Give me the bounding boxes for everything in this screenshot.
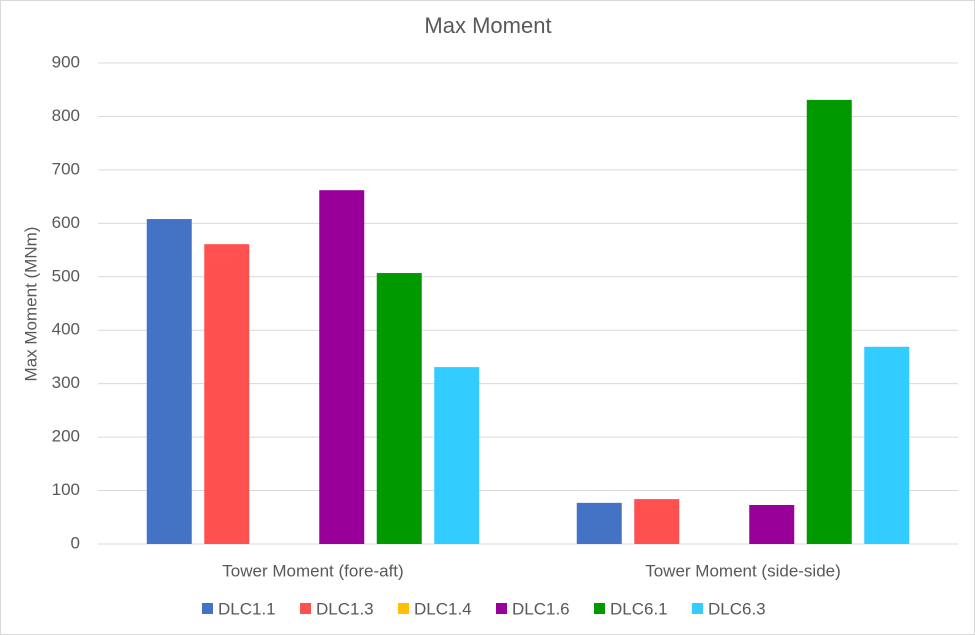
- bar: [204, 244, 250, 544]
- legend-label: DLC6.1: [610, 599, 668, 618]
- x-tick-label: Tower Moment (side-side): [645, 561, 841, 580]
- bar: [576, 502, 622, 544]
- legend-swatch: [496, 603, 507, 614]
- legend-swatch: [300, 603, 311, 614]
- y-tick-label: 400: [52, 320, 80, 339]
- y-axis-label: Max Moment (MNm): [21, 227, 40, 382]
- y-tick-label: 700: [52, 159, 80, 178]
- bar: [319, 190, 365, 544]
- y-tick-label: 100: [52, 480, 80, 499]
- y-tick-label: 500: [52, 266, 80, 285]
- y-tick-label: 0: [71, 533, 80, 552]
- bar: [806, 99, 852, 545]
- legend-swatch: [594, 603, 605, 614]
- bar: [634, 499, 680, 544]
- legend-swatch: [692, 603, 703, 614]
- x-tick-label: Tower Moment (fore-aft): [222, 561, 403, 580]
- chart-title: Max Moment: [424, 13, 551, 38]
- bar: [146, 219, 192, 544]
- bar: [376, 273, 422, 544]
- y-tick-label: 600: [52, 213, 80, 232]
- bar: [434, 367, 480, 544]
- legend-label: DLC1.4: [414, 599, 472, 618]
- y-tick-label: 300: [52, 373, 80, 392]
- legend-label: DLC1.6: [512, 599, 570, 618]
- legend-swatch: [202, 603, 213, 614]
- legend-label: DLC1.3: [316, 599, 374, 618]
- y-tick-label: 900: [52, 52, 80, 71]
- y-tick-label: 200: [52, 427, 80, 446]
- legend-label: DLC1.1: [218, 599, 276, 618]
- bar: [864, 346, 910, 544]
- bar: [749, 504, 795, 544]
- y-tick-label: 800: [52, 106, 80, 125]
- legend-label: DLC6.3: [708, 599, 766, 618]
- legend-swatch: [398, 603, 409, 614]
